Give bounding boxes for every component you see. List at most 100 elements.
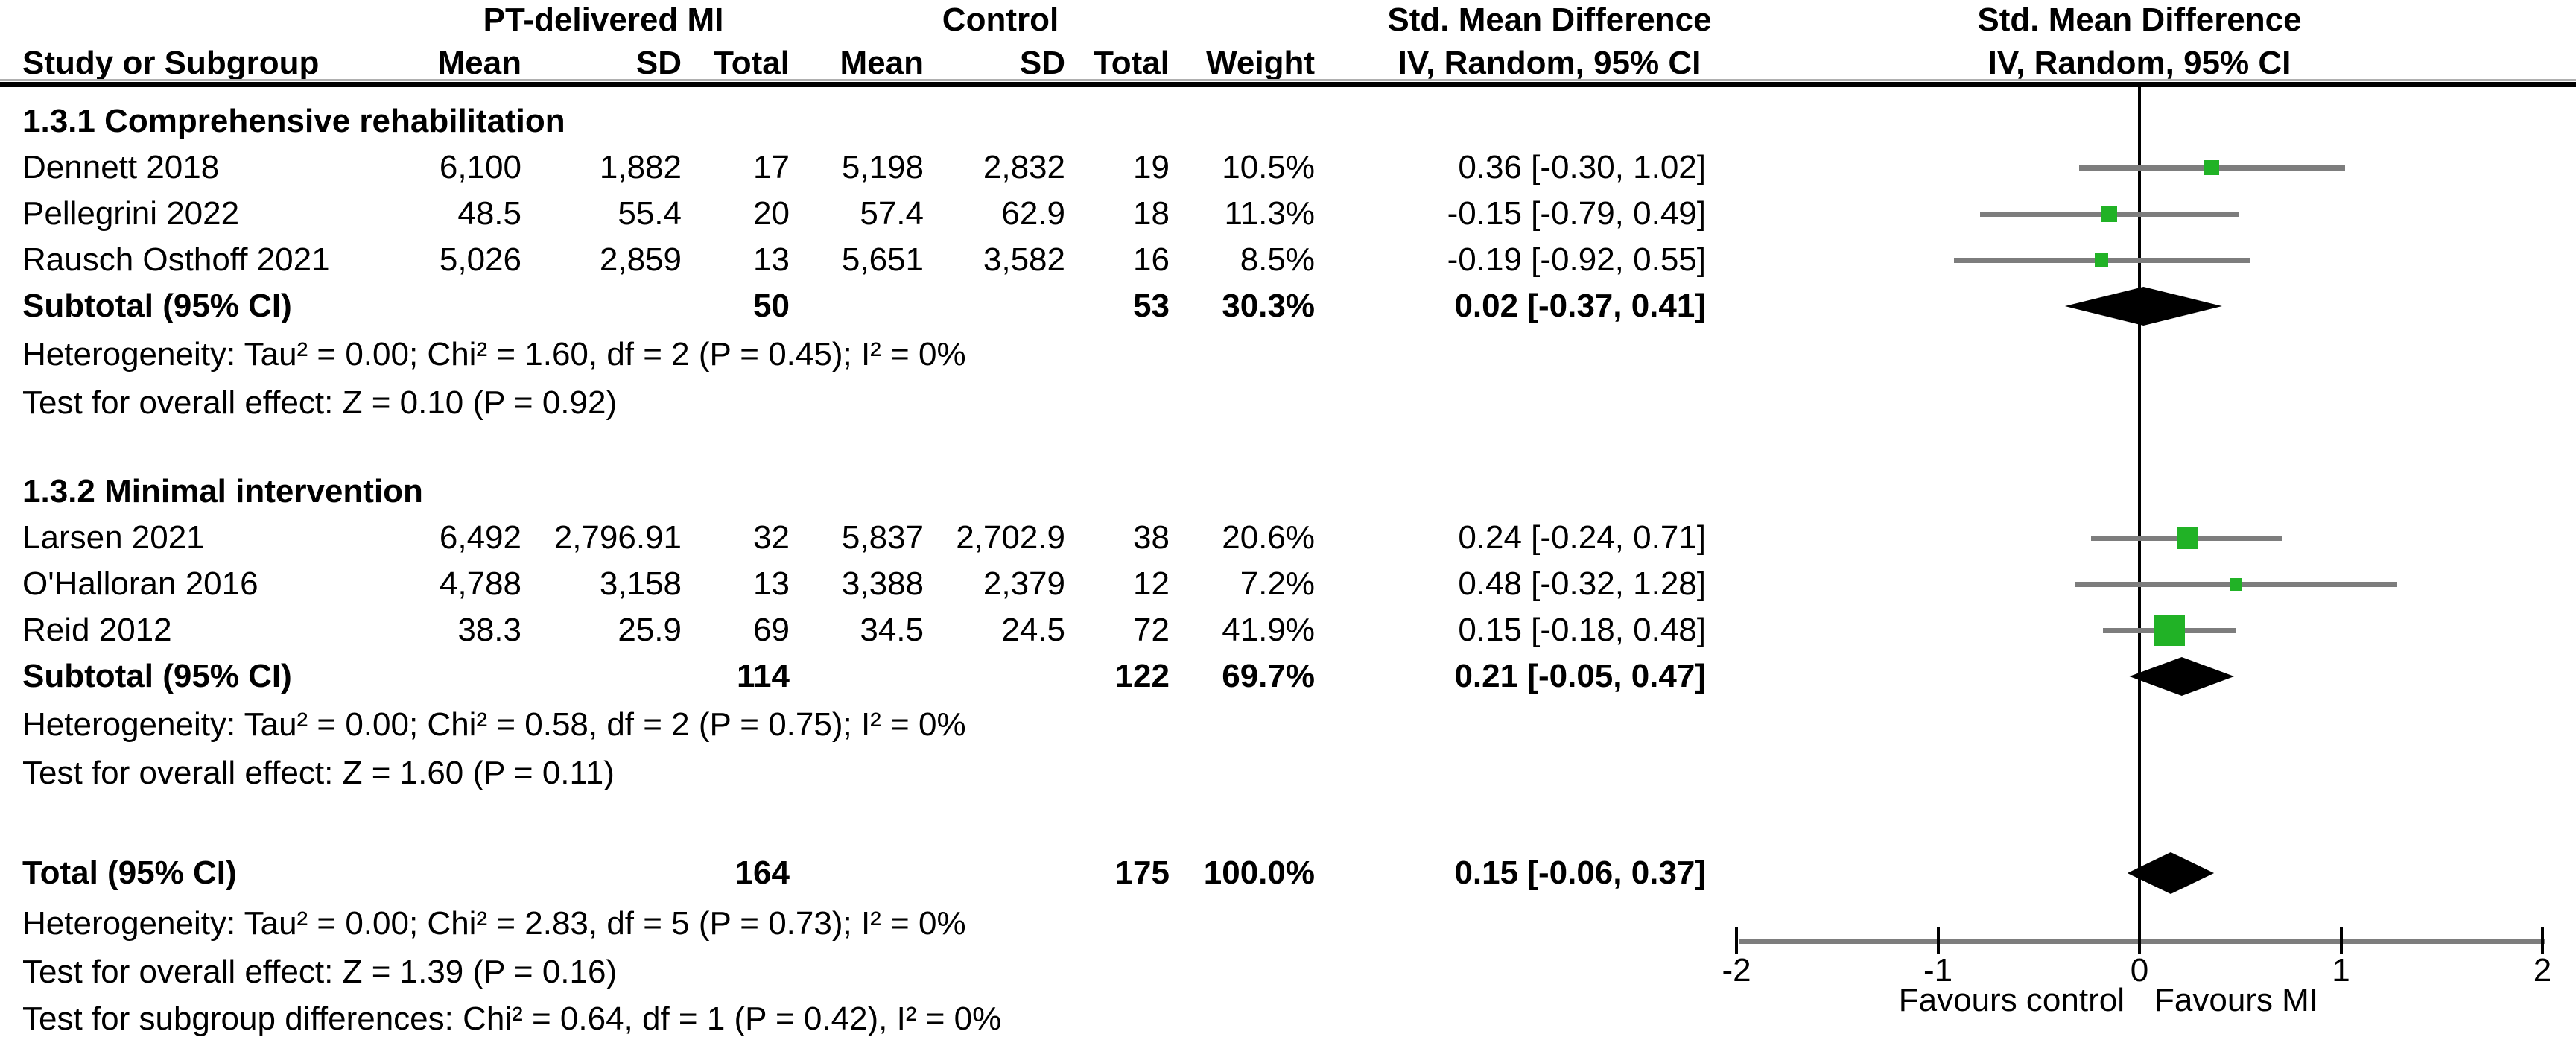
total-control: 19 bbox=[1133, 149, 1170, 185]
total-treatment: 32 bbox=[753, 519, 790, 556]
smd-ci-value: -0.15 [-0.79, 0.49] bbox=[1447, 195, 1706, 232]
mean-treatment: 6,492 bbox=[439, 519, 521, 556]
weight-value: 100.0% bbox=[1203, 854, 1315, 891]
zero-reference-line bbox=[2138, 87, 2141, 941]
axis-tick-label: 2 bbox=[2533, 952, 2552, 989]
sd-control: 2,379 bbox=[983, 565, 1065, 602]
total-treatment: 69 bbox=[753, 612, 790, 648]
overall-effect-text: Test for overall effect: Z = 0.10 (P = 0… bbox=[22, 384, 618, 421]
weight-value: 11.3% bbox=[1224, 195, 1316, 232]
col-header-mean-1: Mean bbox=[437, 45, 521, 81]
mean-control: 3,388 bbox=[841, 565, 924, 602]
mean-control: 5,198 bbox=[841, 149, 924, 185]
study-name: Larsen 2021 bbox=[22, 519, 205, 556]
col-header-study: Study or Subgroup bbox=[22, 45, 320, 81]
effect-square bbox=[2204, 160, 2220, 175]
sd-control: 2,702.9 bbox=[956, 519, 1065, 556]
effect-square bbox=[2101, 206, 2117, 222]
mean-treatment: 6,100 bbox=[439, 149, 521, 185]
col-header-sd-2: SD bbox=[1019, 45, 1065, 81]
col-header-sd-1: SD bbox=[635, 45, 682, 81]
total-control: 16 bbox=[1133, 241, 1170, 278]
pooled-label: Subtotal (95% CI) bbox=[22, 658, 292, 694]
weight-value: 69.7% bbox=[1222, 658, 1315, 694]
mean-treatment: 4,788 bbox=[439, 565, 521, 602]
mean-control: 5,651 bbox=[841, 241, 924, 278]
total-treatment: 114 bbox=[737, 658, 790, 694]
group-header-control: Control bbox=[942, 1, 1059, 38]
mean-treatment: 48.5 bbox=[457, 195, 521, 232]
weight-value: 30.3% bbox=[1222, 288, 1315, 324]
x-axis-line bbox=[1739, 939, 2545, 944]
total-treatment: 50 bbox=[753, 288, 790, 324]
mean-control: 34.5 bbox=[860, 612, 924, 648]
smd-ci-value: 0.48 [-0.32, 1.28] bbox=[1458, 565, 1706, 602]
col-header-ci-values: IV, Random, 95% CI bbox=[1398, 45, 1701, 81]
axis-label-favours-control: Favours control bbox=[1898, 982, 2125, 1018]
effect-square bbox=[2230, 577, 2243, 591]
col-header-total-1: Total bbox=[714, 45, 790, 81]
axis-tick bbox=[2339, 927, 2343, 954]
axis-tick-label: -1 bbox=[1923, 952, 1953, 989]
study-name: Pellegrini 2022 bbox=[22, 195, 240, 232]
effect-square bbox=[2154, 615, 2186, 646]
heterogeneity-text: Heterogeneity: Tau² = 0.00; Chi² = 1.60,… bbox=[22, 336, 966, 372]
study-name: Reid 2012 bbox=[22, 612, 172, 648]
total-control: 72 bbox=[1133, 612, 1170, 648]
total-treatment: 13 bbox=[753, 241, 790, 278]
effect-square bbox=[2094, 253, 2108, 267]
sd-treatment: 3,158 bbox=[599, 565, 682, 602]
mean-treatment: 5,026 bbox=[439, 241, 521, 278]
total-treatment: 164 bbox=[735, 854, 790, 891]
sd-treatment: 25.9 bbox=[618, 612, 682, 648]
pooled-label: Total (95% CI) bbox=[22, 854, 237, 891]
effect-square bbox=[2177, 527, 2199, 549]
subtotal-diamond bbox=[2129, 657, 2235, 696]
overall-effect-text: Test for overall effect: Z = 1.60 (P = 0… bbox=[22, 755, 615, 791]
total-control: 38 bbox=[1133, 519, 1170, 556]
mean-control: 5,837 bbox=[841, 519, 924, 556]
total-treatment: 17 bbox=[753, 149, 790, 185]
header-rule bbox=[0, 82, 2576, 87]
smd-column-group-header: Std. Mean Difference bbox=[1387, 1, 1712, 38]
smd-ci-value: 0.21 [-0.05, 0.47] bbox=[1454, 658, 1706, 694]
mean-control: 57.4 bbox=[860, 195, 924, 232]
pooled-label: Subtotal (95% CI) bbox=[22, 288, 292, 324]
heterogeneity-text: Heterogeneity: Tau² = 0.00; Chi² = 2.83,… bbox=[22, 905, 966, 942]
sd-treatment: 55.4 bbox=[618, 195, 682, 232]
subgroup-header: 1.3.2 Minimal intervention bbox=[22, 473, 423, 510]
overall-effect-text: Test for overall effect: Z = 1.39 (P = 0… bbox=[22, 954, 618, 990]
sd-treatment: 1,882 bbox=[599, 149, 682, 185]
subgroup-difference-text: Test for subgroup differences: Chi² = 0.… bbox=[22, 1000, 1002, 1037]
subgroup-header: 1.3.1 Comprehensive rehabilitation bbox=[22, 103, 565, 139]
sd-control: 62.9 bbox=[1001, 195, 1065, 232]
study-name: O'Halloran 2016 bbox=[22, 565, 258, 602]
smd-ci-value: 0.36 [-0.30, 1.02] bbox=[1458, 149, 1706, 185]
total-control: 175 bbox=[1114, 854, 1170, 891]
total-control: 18 bbox=[1133, 195, 1170, 232]
axis-tick bbox=[2138, 927, 2141, 954]
study-name: Rausch Osthoff 2021 bbox=[22, 241, 330, 278]
sd-treatment: 2,796.91 bbox=[553, 519, 682, 556]
study-name: Dennett 2018 bbox=[22, 149, 220, 185]
heterogeneity-text: Heterogeneity: Tau² = 0.00; Chi² = 0.58,… bbox=[22, 706, 966, 743]
total-treatment: 20 bbox=[753, 195, 790, 232]
axis-tick-label: 0 bbox=[2130, 952, 2149, 989]
smd-ci-value: 0.15 [-0.06, 0.37] bbox=[1454, 854, 1706, 891]
col-header-total-2: Total bbox=[1094, 45, 1170, 81]
weight-value: 7.2% bbox=[1240, 565, 1315, 602]
axis-tick bbox=[1936, 927, 1940, 954]
col-header-mean-2: Mean bbox=[840, 45, 924, 81]
axis-tick-label: -2 bbox=[1722, 952, 1751, 989]
sd-control: 3,582 bbox=[983, 241, 1065, 278]
smd-ci-value: 0.02 [-0.37, 0.41] bbox=[1454, 288, 1706, 324]
weight-value: 8.5% bbox=[1240, 241, 1315, 278]
smd-plot-group-header: Std. Mean Difference bbox=[1977, 1, 2302, 38]
sd-control: 2,832 bbox=[983, 149, 1065, 185]
subtotal-diamond bbox=[2064, 287, 2222, 326]
weight-value: 41.9% bbox=[1222, 612, 1315, 648]
axis-tick bbox=[2541, 927, 2544, 954]
axis-label-favours-mi: Favours MI bbox=[2154, 982, 2319, 1018]
axis-tick-label: 1 bbox=[2332, 952, 2350, 989]
